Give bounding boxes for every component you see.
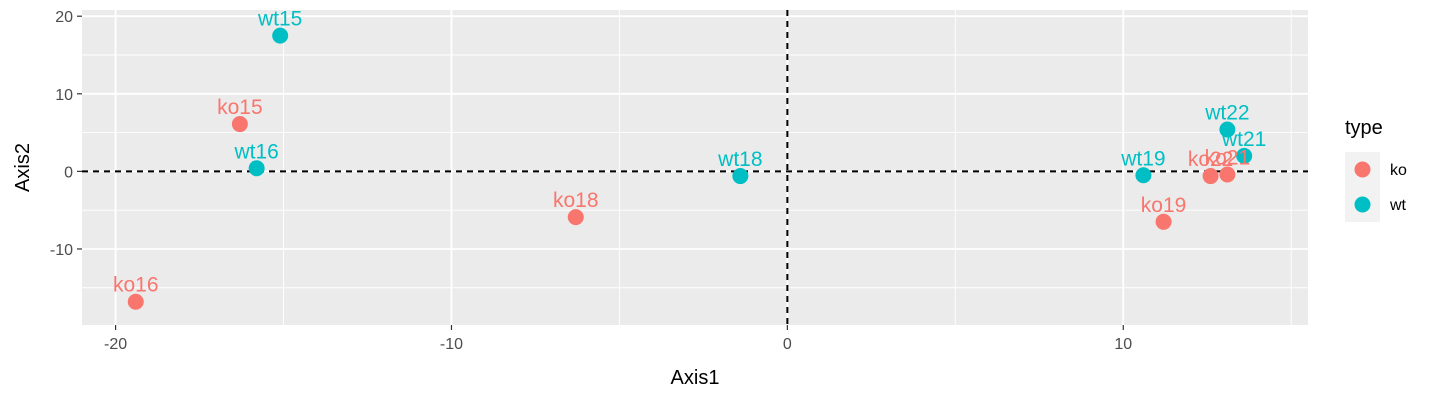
point-label-ko16: ko16 <box>113 274 159 297</box>
x-tick-label: 10 <box>1114 336 1132 353</box>
y-tick-label: -10 <box>50 242 73 259</box>
x-tick-label: -10 <box>440 336 463 353</box>
x-axis-title: Axis1 <box>671 367 720 389</box>
point-label-ko19: ko19 <box>1141 194 1187 217</box>
point-label-wt15: wt15 <box>257 8 302 31</box>
legend-label-ko: ko <box>1390 162 1407 179</box>
legend-swatch-ko <box>1354 161 1371 178</box>
data-point-ko19 <box>1155 213 1172 230</box>
point-label-wt21: wt21 <box>1221 128 1266 151</box>
point-label-wt18: wt18 <box>717 148 762 171</box>
data-point-wt15 <box>272 27 289 44</box>
data-point-wt18 <box>732 168 749 185</box>
y-axis-title: Axis2 <box>12 143 34 192</box>
legend-swatch-wt <box>1354 196 1371 213</box>
data-point-wt16 <box>248 160 265 177</box>
y-tick-label: 0 <box>64 164 73 181</box>
data-point-wt19 <box>1135 167 1152 184</box>
data-point-ko22 <box>1202 168 1219 185</box>
point-label-ko21: ko21 <box>1205 146 1251 169</box>
point-label-ko22: ko22 <box>1188 148 1234 171</box>
point-label-wt19: wt19 <box>1120 147 1165 170</box>
data-point-ko16 <box>127 293 144 310</box>
point-label-ko18: ko18 <box>553 189 599 212</box>
point-label-ko15: ko15 <box>217 96 263 119</box>
data-point-ko15 <box>231 116 248 133</box>
data-point-wt22 <box>1219 121 1236 138</box>
y-tick-label: 20 <box>55 9 73 26</box>
y-tick-label: 10 <box>55 87 73 104</box>
legend-title: type <box>1345 117 1383 139</box>
x-tick-label: -20 <box>104 336 127 353</box>
data-point-ko21 <box>1219 166 1236 183</box>
legend-label-wt: wt <box>1389 197 1407 214</box>
point-label-wt16: wt16 <box>233 140 278 163</box>
data-point-ko18 <box>567 209 584 226</box>
plot-panel <box>82 10 1308 325</box>
point-label-wt22: wt22 <box>1204 101 1249 124</box>
data-point-wt21 <box>1236 147 1253 164</box>
x-tick-label: 0 <box>783 336 792 353</box>
